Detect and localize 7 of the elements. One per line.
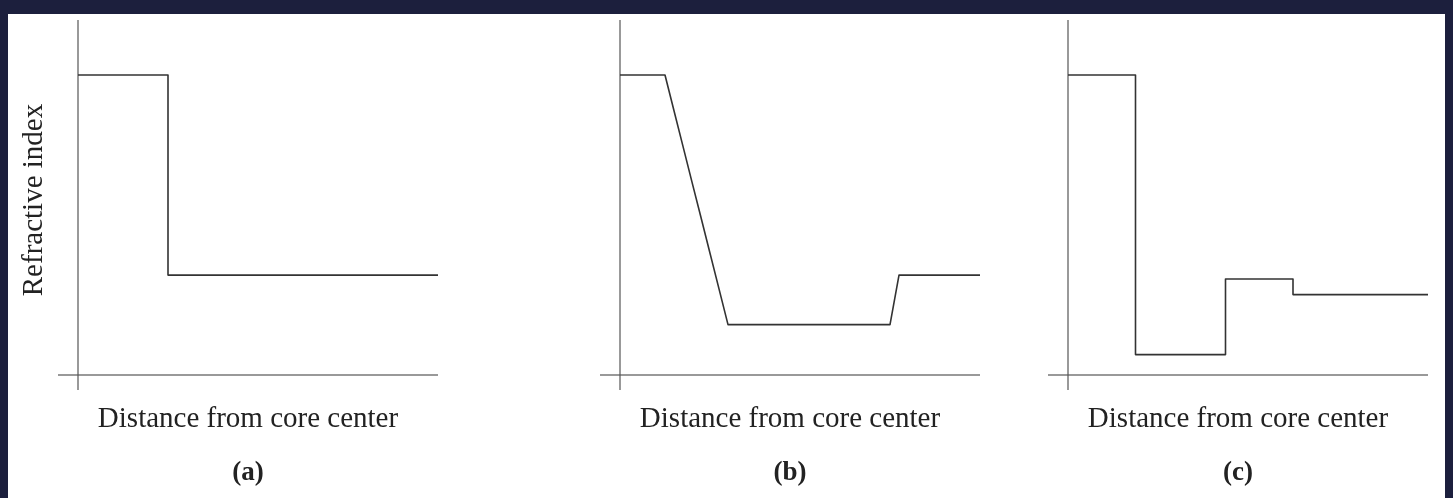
y-axis-title: Refractive index: [16, 103, 48, 297]
text: (a): [232, 456, 264, 486]
x-axis-title: Distance from core center: [97, 401, 399, 433]
text: (b): [773, 456, 807, 486]
x-axis-title: Distance from core center: [639, 401, 941, 433]
x-axis-title: Distance from core center: [1087, 401, 1389, 433]
text: (c): [1223, 456, 1253, 486]
